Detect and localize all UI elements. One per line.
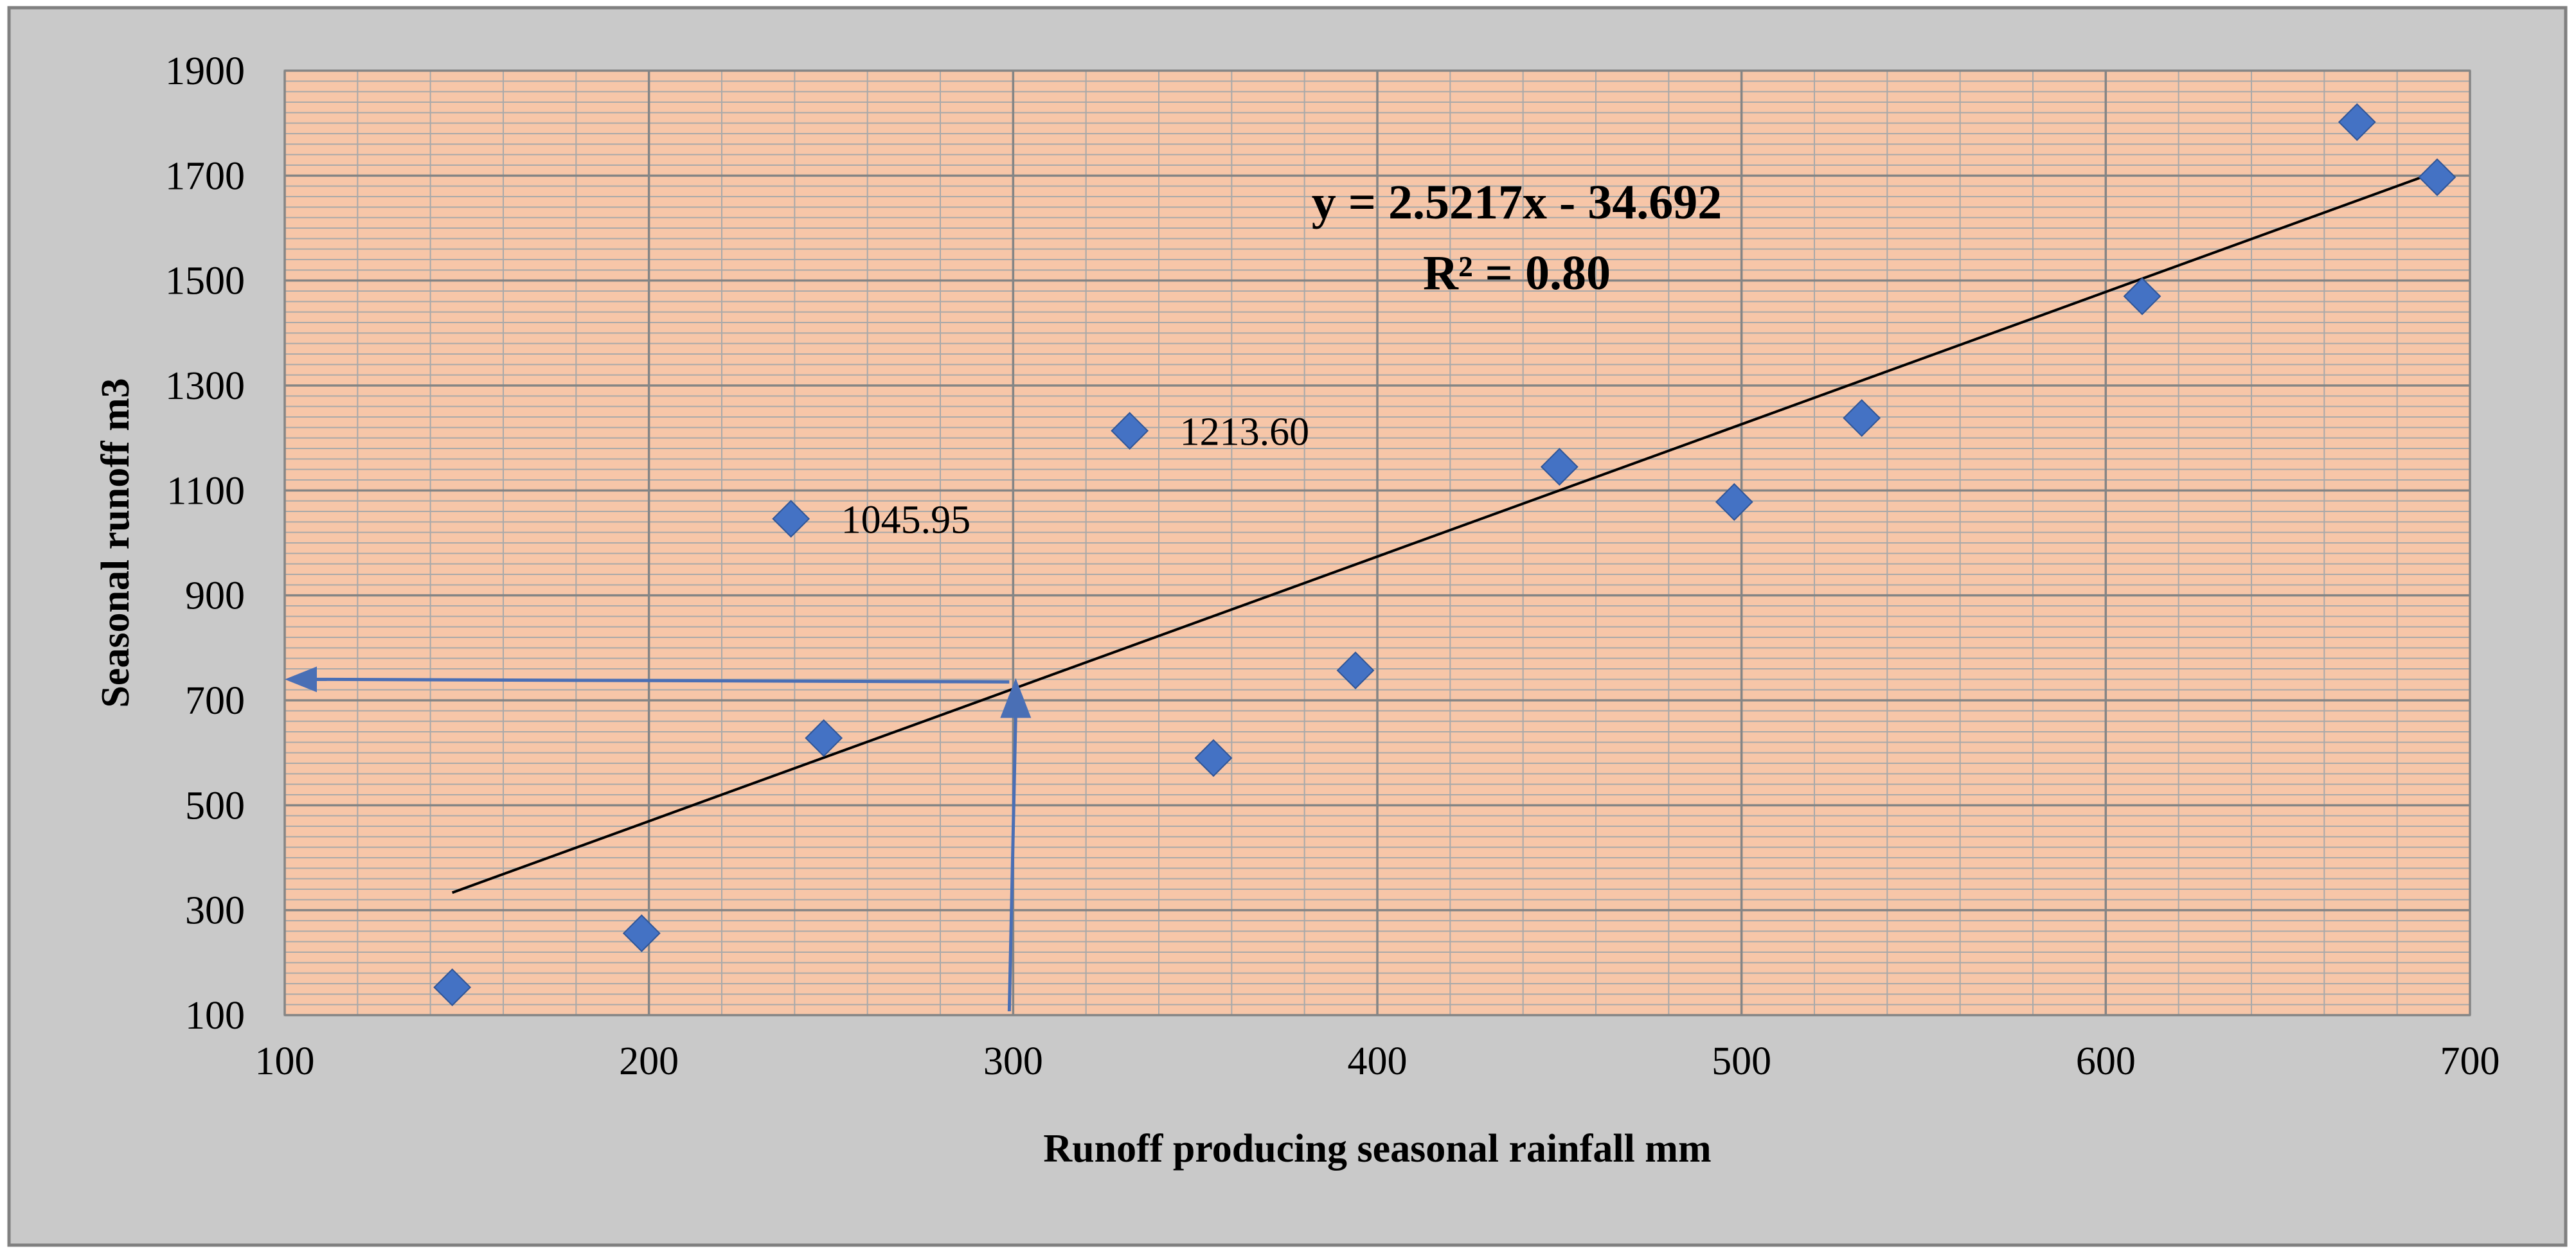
x-tick-label: 600 xyxy=(2076,1040,2136,1083)
data-point xyxy=(1336,651,1375,689)
data-label: 1213.60 xyxy=(1180,411,1310,454)
y-tick-label: 1500 xyxy=(165,260,245,303)
trendline-layer xyxy=(451,170,2438,894)
data-labels: 1045.95 1213.60 xyxy=(841,411,1310,542)
data-point xyxy=(622,914,661,953)
data-point xyxy=(1111,412,1149,450)
reading-arrows xyxy=(285,666,1032,1012)
data-point xyxy=(1194,739,1233,777)
data-point xyxy=(433,968,472,1007)
plot-border xyxy=(283,69,2471,1016)
vertical-arrow-line xyxy=(1007,715,1017,1012)
x-tick-label: 200 xyxy=(619,1040,679,1083)
x-axis-tick-labels: 100 200 300 400 500 600 700 xyxy=(255,1040,2500,1083)
y-tick-label: 1700 xyxy=(165,154,245,198)
y-tick-label: 1100 xyxy=(166,469,245,513)
data-point xyxy=(805,719,843,757)
x-axis-title: Runoff producing seasonal rainfall mm xyxy=(1043,1127,1711,1171)
y-tick-label: 100 xyxy=(185,994,245,1038)
data-point xyxy=(1843,399,1881,438)
x-tick-label: 700 xyxy=(2440,1040,2500,1083)
y-tick-label: 500 xyxy=(185,784,245,828)
horizontal-arrow-head xyxy=(285,666,317,693)
trendline-r-squared: R² = 0.80 xyxy=(1423,246,1611,300)
y-tick-label: 1900 xyxy=(165,49,245,93)
data-point xyxy=(2338,103,2376,141)
data-point xyxy=(1540,448,1579,486)
y-tick-label: 300 xyxy=(185,889,245,933)
trendline xyxy=(451,170,2438,894)
y-tick-label: 900 xyxy=(185,574,245,618)
data-points xyxy=(433,103,2456,1007)
data-point xyxy=(772,500,810,538)
x-tick-label: 300 xyxy=(983,1040,1043,1083)
vertical-arrow-head xyxy=(1000,678,1032,718)
trendline-equation: y = 2.5217x - 34.692 xyxy=(1312,175,1722,229)
y-axis-title: Seasonal runoff m3 xyxy=(94,378,138,707)
x-tick-label: 400 xyxy=(1348,1040,1408,1083)
data-point xyxy=(2123,277,2161,315)
horizontal-arrow-line xyxy=(312,677,1010,684)
y-tick-label: 1300 xyxy=(165,364,245,408)
x-tick-label: 100 xyxy=(255,1040,315,1083)
data-label: 1045.95 xyxy=(841,498,971,542)
data-point xyxy=(2418,158,2456,197)
y-axis-tick-labels: 100 300 500 700 900 1100 1300 1500 1700 1900 xyxy=(165,49,245,1038)
x-tick-label: 500 xyxy=(1712,1040,1771,1083)
y-tick-label: 700 xyxy=(185,679,245,723)
data-point xyxy=(1715,483,1753,521)
